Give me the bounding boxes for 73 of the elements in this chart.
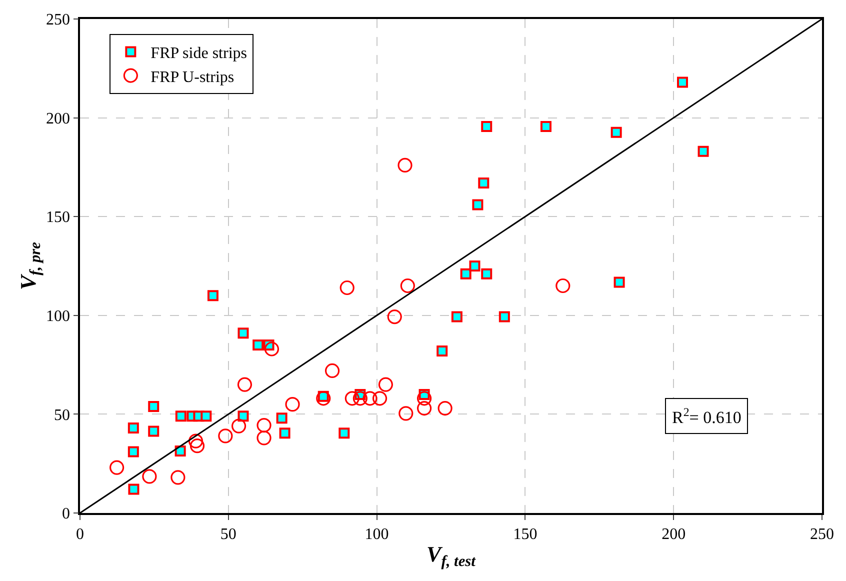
point — [237, 377, 252, 392]
point — [460, 268, 472, 280]
point — [472, 199, 484, 210]
point — [362, 391, 378, 406]
x-tick-label: 150 — [513, 526, 538, 543]
point — [398, 158, 412, 173]
y-tick-label: 100 — [46, 308, 70, 325]
point — [175, 410, 186, 422]
point — [252, 340, 264, 351]
y-tick-label: 250 — [46, 12, 70, 29]
annotation: R$^{2}$= 0.610 — [672, 405, 742, 428]
x-tick-label: 250 — [810, 526, 834, 543]
point — [324, 363, 340, 378]
point — [148, 426, 160, 437]
point — [556, 278, 570, 294]
point — [469, 260, 480, 272]
point — [344, 391, 360, 406]
point — [340, 280, 354, 296]
x-tick-label: 100 — [364, 526, 389, 543]
point — [498, 311, 510, 322]
point — [610, 126, 622, 138]
point — [387, 309, 402, 324]
point — [478, 178, 490, 189]
point — [231, 418, 246, 434]
x-tick-label: 200 — [662, 526, 686, 543]
point — [451, 311, 462, 322]
point — [256, 418, 272, 433]
point — [148, 400, 160, 412]
point — [276, 412, 288, 424]
point — [677, 76, 688, 88]
y-tick-label: 50 — [54, 406, 70, 424]
y-tick-label: 0 — [62, 506, 70, 523]
point — [110, 460, 124, 475]
point — [438, 400, 452, 416]
point — [264, 342, 280, 356]
point — [218, 428, 233, 444]
point — [238, 410, 249, 422]
point — [142, 469, 157, 484]
x-tick-label: 50 — [220, 526, 236, 543]
point — [416, 391, 432, 406]
point — [128, 484, 140, 495]
point — [170, 470, 186, 485]
point — [416, 400, 432, 416]
point — [540, 120, 552, 132]
point — [285, 397, 300, 412]
point — [207, 290, 218, 302]
point — [174, 445, 186, 456]
x-tick-label: 0 — [76, 526, 84, 543]
point — [128, 422, 139, 434]
point — [316, 391, 331, 406]
x-axis-title: V$_{f, test}$ — [426, 541, 476, 570]
point — [188, 434, 204, 448]
point — [200, 410, 212, 422]
point — [238, 328, 249, 339]
y-tick-label: 200 — [46, 110, 70, 128]
legend-label: FRP side strips — [150, 44, 248, 62]
point — [128, 446, 139, 458]
point — [372, 391, 388, 406]
point — [338, 428, 350, 439]
point — [400, 278, 415, 294]
point — [256, 430, 272, 446]
point — [481, 120, 492, 132]
point — [481, 268, 492, 280]
point — [190, 438, 205, 454]
point — [614, 276, 625, 288]
legend-label: FRP U-strips — [150, 68, 234, 86]
point — [436, 345, 448, 356]
point — [398, 406, 414, 421]
y-tick-label: 150 — [46, 209, 70, 226]
point — [698, 146, 709, 157]
point — [352, 391, 368, 406]
point — [378, 377, 393, 392]
point — [279, 428, 290, 439]
